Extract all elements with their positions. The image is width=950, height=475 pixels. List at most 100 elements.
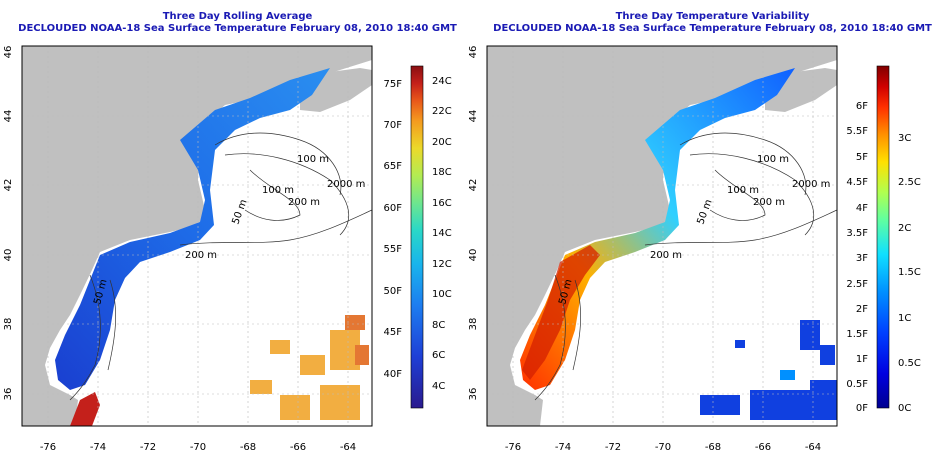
right-cb-f-label: 0.5F xyxy=(846,379,868,390)
right-y-tick: 44 xyxy=(468,110,479,123)
right-map-frame xyxy=(486,45,838,427)
left-contour-label-100m-b: 100 m xyxy=(262,185,294,196)
right-cb-f-label: 2F xyxy=(856,304,868,315)
left-y-tick: 36 xyxy=(3,388,14,401)
right-cb-f-label: 1.5F xyxy=(846,329,868,340)
right-contour-label-2000m: 2000 m xyxy=(792,179,830,190)
right-contour-label-200m: 200 m xyxy=(650,250,682,261)
left-cb-c-label: 24C xyxy=(432,76,452,87)
left-contour-labels: 100 m 100 m 2000 m 200 m 50 m 50 m 200 m xyxy=(92,154,365,306)
right-cb-c-label: 0C xyxy=(898,403,911,414)
left-cb-f-label: 55F xyxy=(384,244,403,255)
right-map: 100 m 100 m 2000 m 200 m 50 m 50 m 200 m… xyxy=(468,45,921,453)
right-shelf-variability xyxy=(520,68,795,390)
right-x-tick: -74 xyxy=(555,442,571,453)
left-land-mass xyxy=(22,46,372,426)
left-cb-f-label: 45F xyxy=(384,327,403,338)
right-offshore-patches xyxy=(700,320,837,420)
right-x-tick: -64 xyxy=(805,442,821,453)
right-x-tick: -72 xyxy=(605,442,621,453)
right-cb-f-label: 3F xyxy=(856,253,868,264)
right-cb-f-label: 4F xyxy=(856,203,868,214)
left-map-frame xyxy=(21,45,373,427)
right-colorbar-scale xyxy=(876,65,890,409)
right-x-tick: -76 xyxy=(505,442,521,453)
right-cb-c-label: 1.5C xyxy=(898,267,921,278)
left-nova-scotia xyxy=(300,68,372,112)
right-y-tick: 42 xyxy=(468,179,479,192)
right-y-tick: 38 xyxy=(468,318,479,331)
right-contour-label-100m-b: 100 m xyxy=(727,185,759,196)
left-colorbar-scale xyxy=(410,65,424,409)
left-y-axis: 36 38 40 42 44 46 xyxy=(3,46,14,401)
right-colorbar: 6F 5.5F 5F 4.5F 4F 3.5F 3F 2.5F 2F 1.5F … xyxy=(846,65,921,414)
right-land-mass xyxy=(487,46,837,426)
right-cb-f-label: 2.5F xyxy=(846,279,868,290)
left-cb-c-label: 4C xyxy=(432,381,445,392)
left-bathymetry-contours xyxy=(69,132,372,401)
right-cb-c-label: 2.5C xyxy=(898,177,921,188)
right-cb-c-label: 1C xyxy=(898,313,911,324)
right-y-axis: 36 38 40 42 44 46 xyxy=(468,46,479,401)
left-title-line1: Three Day Rolling Average xyxy=(162,11,313,22)
left-colorbar: 75F 70F 65F 60F 55F 50F 45F 40F 24C 22C … xyxy=(384,65,452,409)
right-x-axis: -76 -74 -72 -70 -68 -66 -64 xyxy=(505,442,821,453)
left-cb-c-label: 10C xyxy=(432,289,452,300)
left-cb-c-label: 8C xyxy=(432,320,445,331)
right-colorbar-fahrenheit: 6F 5.5F 5F 4.5F 4F 3.5F 3F 2.5F 2F 1.5F … xyxy=(846,101,868,414)
left-cb-c-label: 18C xyxy=(432,167,452,178)
right-panel-title: Three Day Temperature Variability DECLOU… xyxy=(475,11,950,35)
right-cb-f-label: 0F xyxy=(856,403,868,414)
left-cb-c-label: 16C xyxy=(432,198,452,209)
left-colorbar-fahrenheit: 75F 70F 65F 60F 55F 50F 45F 40F xyxy=(384,79,403,380)
right-gridlines xyxy=(487,46,837,426)
left-offshore-warm-patches xyxy=(250,315,369,420)
left-cb-c-label: 20C xyxy=(432,137,452,148)
left-contour-label-100m-a: 100 m xyxy=(297,154,329,165)
left-cb-f-label: 50F xyxy=(384,286,403,297)
left-y-tick: 46 xyxy=(3,46,14,59)
right-cb-f-label: 4.5F xyxy=(846,177,868,188)
left-y-tick: 42 xyxy=(3,179,14,192)
right-cb-f-label: 5F xyxy=(856,152,868,163)
right-y-tick: 46 xyxy=(468,46,479,59)
left-colorbar-celsius: 24C 22C 20C 18C 16C 14C 12C 10C 8C 6C 4C xyxy=(432,76,452,392)
right-y-tick: 36 xyxy=(468,388,479,401)
right-x-tick: -70 xyxy=(655,442,671,453)
left-x-tick: -72 xyxy=(140,442,156,453)
left-y-tick: 40 xyxy=(3,249,14,262)
left-gridlines xyxy=(22,46,372,426)
right-nova-scotia xyxy=(765,68,837,112)
left-map: 100 m 100 m 2000 m 200 m 50 m 50 m 200 m… xyxy=(3,45,452,453)
right-cb-f-label: 3.5F xyxy=(846,228,868,239)
right-bathymetry-contours xyxy=(534,132,837,401)
left-contour-label-200m: 200 m xyxy=(185,250,217,261)
left-x-tick: -66 xyxy=(290,442,306,453)
right-colorbar-celsius: 3C 2.5C 2C 1.5C 1C 0.5C 0C xyxy=(898,133,921,414)
left-x-tick: -70 xyxy=(190,442,206,453)
left-shelf-water xyxy=(55,68,330,390)
left-cb-f-label: 75F xyxy=(384,79,403,90)
right-cb-f-label: 5.5F xyxy=(846,126,868,137)
right-x-tick: -66 xyxy=(755,442,771,453)
left-x-tick: -64 xyxy=(340,442,356,453)
left-cb-f-label: 60F xyxy=(384,203,403,214)
left-cb-c-label: 12C xyxy=(432,259,452,270)
left-contour-label-200m-b: 200 m xyxy=(288,197,320,208)
left-x-tick: -74 xyxy=(90,442,106,453)
left-cb-f-label: 70F xyxy=(384,120,403,131)
right-cb-c-label: 3C xyxy=(898,133,911,144)
left-contour-label-2000m: 2000 m xyxy=(327,179,365,190)
right-cb-f-label: 6F xyxy=(856,101,868,112)
left-cb-c-label: 22C xyxy=(432,106,452,117)
right-title-line2: DECLOUDED NOAA-18 Sea Surface Temperatur… xyxy=(493,23,932,34)
left-y-tick: 44 xyxy=(3,110,14,123)
right-contour-label-200m-b: 200 m xyxy=(753,197,785,208)
left-title-line2: DECLOUDED NOAA-18 Sea Surface Temperatur… xyxy=(18,23,457,34)
right-y-tick: 40 xyxy=(468,249,479,262)
left-cb-f-label: 40F xyxy=(384,369,403,380)
right-x-tick: -68 xyxy=(705,442,721,453)
left-x-tick: -76 xyxy=(40,442,56,453)
right-cb-c-label: 2C xyxy=(898,223,911,234)
